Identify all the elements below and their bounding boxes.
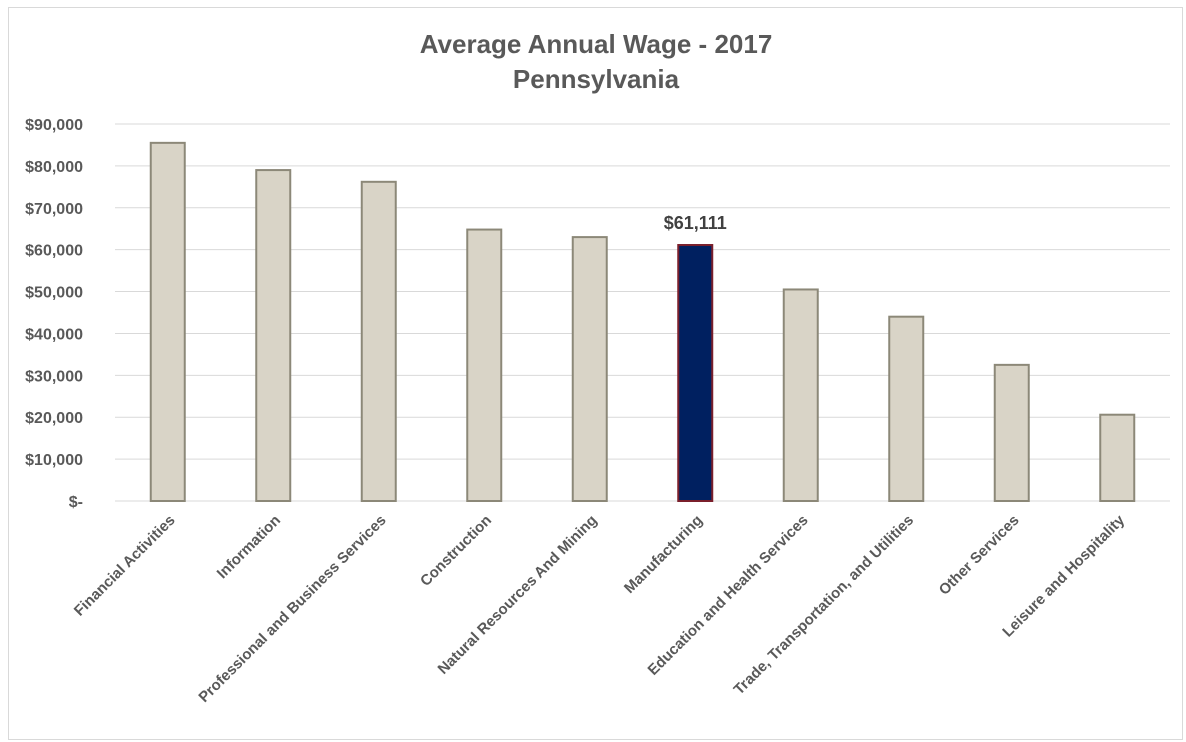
x-tick-label: Construction [417,512,495,590]
chart-title: Average Annual Wage - 2017 [420,29,773,59]
y-tick-label: $10,000 [25,452,83,469]
bar [993,363,1030,502]
x-tick-label: Financial Activities [71,512,179,620]
y-tick-label: $70,000 [25,201,83,218]
x-tick-label: Other Services [936,512,1023,599]
bar [255,169,292,502]
y-tick-label: $- [69,494,83,511]
chart-subtitle: Pennsylvania [513,64,680,94]
chart-frame: Average Annual Wage - 2017 Pennsylvania … [8,7,1183,740]
data-label: $61,111 [664,213,727,233]
bar [466,228,503,502]
data-labels: $61,111 [664,213,727,233]
bar [571,236,608,502]
x-tick-label: Professional and Business Services [195,512,389,706]
y-axis-ticks: $- $10,000 $20,000 $30,000 $40,000 $50,000 $60… [25,117,83,511]
y-tick-label: $50,000 [25,285,83,302]
x-axis-categories: Financial Activities InformationProfessio… [71,511,1129,706]
y-tick-label: $20,000 [25,410,83,427]
x-tick-label: Trade, Transportation, and Utilities [731,512,917,698]
bar-chart: Average Annual Wage - 2017 Pennsylvania … [25,29,1170,706]
bar [888,315,925,503]
bar [360,180,397,502]
bars [149,141,1136,503]
bar-highlighted [677,244,714,502]
y-tick-label: $60,000 [25,243,83,260]
y-tick-label: $90,000 [25,117,83,134]
bar [149,141,186,502]
x-tick-label: Leisure and Hospitality [999,511,1128,640]
y-tick-label: $30,000 [25,368,83,385]
x-tick-label: Information [214,512,284,582]
y-tick-label: $80,000 [25,159,83,176]
bar [1099,413,1136,503]
y-tick-label: $40,000 [25,326,83,343]
bar [782,288,819,503]
x-tick-label: Manufacturing [621,512,706,597]
